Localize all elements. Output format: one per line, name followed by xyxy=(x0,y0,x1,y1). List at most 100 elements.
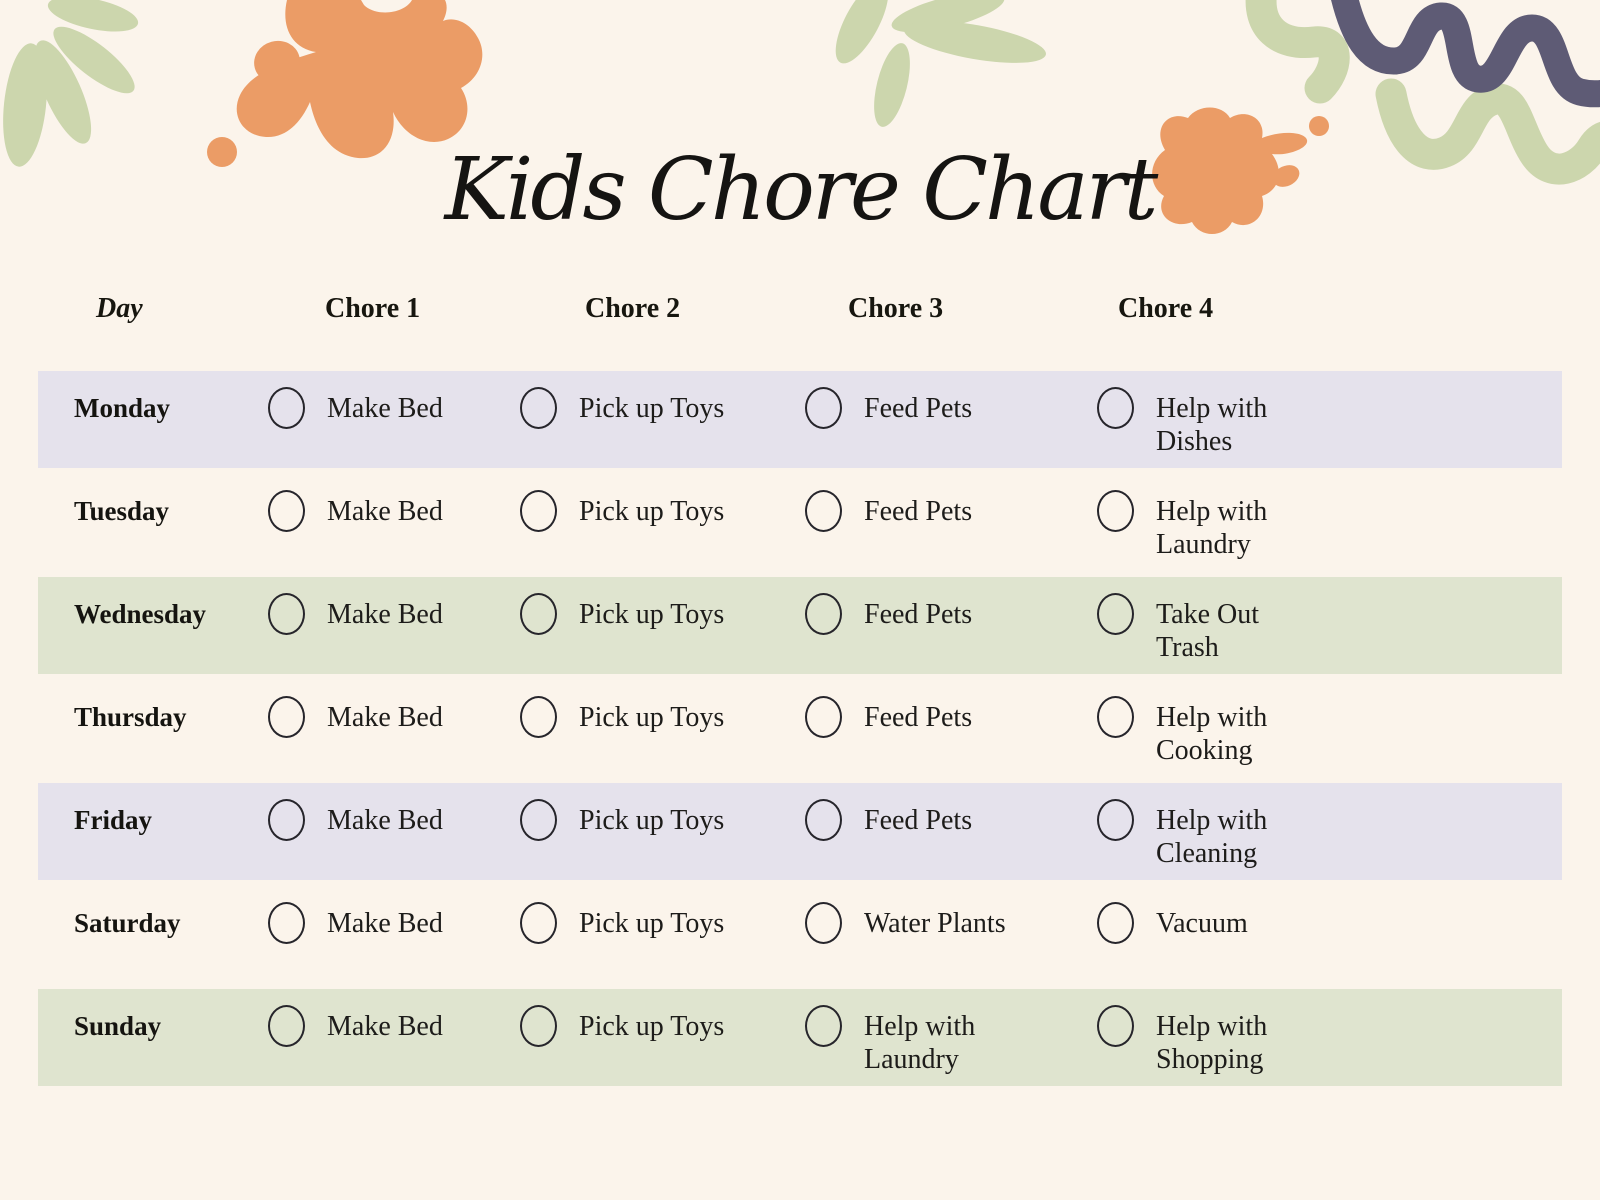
chore-label: Help with Shopping xyxy=(1156,1011,1268,1075)
chore-checkbox[interactable] xyxy=(268,593,305,635)
chore-cell: Make Bed xyxy=(253,989,513,1086)
header-day: Day xyxy=(96,293,143,324)
chore-cell: Help with Laundry xyxy=(793,989,1073,1086)
chore-checkbox[interactable] xyxy=(520,799,557,841)
chore-cell: Feed Pets xyxy=(793,371,1073,468)
chore-label: Help with Dishes xyxy=(1156,393,1268,457)
chore-label: Pick up Toys xyxy=(579,393,725,424)
chore-label: Pick up Toys xyxy=(579,908,725,939)
chore-label: Vacuum xyxy=(1156,908,1248,939)
chore-label: Pick up Toys xyxy=(579,599,725,630)
table-row-friday: Friday Make Bed Pick up Toys Feed Pets Help … xyxy=(38,783,1562,880)
chore-checkbox[interactable] xyxy=(268,490,305,532)
chore-cell: Pick up Toys xyxy=(513,474,793,571)
day-label: Sunday xyxy=(74,1011,162,1041)
day-label: Wednesday xyxy=(74,599,207,629)
chore-checkbox[interactable] xyxy=(520,902,557,944)
chore-checkbox[interactable] xyxy=(268,1005,305,1047)
chore-cell: Make Bed xyxy=(253,371,513,468)
chore-checkbox[interactable] xyxy=(1097,696,1134,738)
chore-checkbox[interactable] xyxy=(520,387,557,429)
chore-cell: Pick up Toys xyxy=(513,680,793,777)
chore-label: Feed Pets xyxy=(864,599,973,630)
chore-cell: Take Out Trash xyxy=(1073,577,1562,674)
chore-label: Make Bed xyxy=(327,496,443,527)
day-label: Thursday xyxy=(74,702,187,732)
chore-cell: Feed Pets xyxy=(793,783,1073,880)
chore-cell: Feed Pets xyxy=(793,680,1073,777)
day-label: Tuesday xyxy=(74,496,170,526)
chore-label: Help with Cleaning xyxy=(1156,805,1268,869)
page-title: Kids Chore Chart xyxy=(444,140,1159,240)
chore-checkbox[interactable] xyxy=(805,1005,842,1047)
chore-label: Water Plants xyxy=(864,908,1006,939)
chore-cell: Vacuum xyxy=(1073,886,1562,983)
chore-cell: Pick up Toys xyxy=(513,577,793,674)
chore-cell: Pick up Toys xyxy=(513,783,793,880)
chore-cell: Pick up Toys xyxy=(513,989,793,1086)
chore-label: Feed Pets xyxy=(864,702,973,733)
chore-checkbox[interactable] xyxy=(268,902,305,944)
chore-label: Make Bed xyxy=(327,702,443,733)
chore-cell: Help with Cleaning xyxy=(1073,783,1562,880)
chore-cell: Make Bed xyxy=(253,783,513,880)
table-header-row: Day Chore 1 Chore 2 Chore 3 Chore 4 xyxy=(38,270,1562,371)
chore-checkbox[interactable] xyxy=(268,387,305,429)
table-row-saturday: Saturday Make Bed Pick up Toys Water Plants… xyxy=(38,886,1562,983)
chore-cell: Pick up Toys xyxy=(513,371,793,468)
header-chore-3: Chore 3 xyxy=(848,293,944,324)
chore-checkbox[interactable] xyxy=(805,593,842,635)
chore-checkbox[interactable] xyxy=(1097,1005,1134,1047)
chore-label: Pick up Toys xyxy=(579,702,725,733)
chore-label: Feed Pets xyxy=(864,393,973,424)
chore-checkbox[interactable] xyxy=(268,799,305,841)
table-row-wednesday: Wednesday Make Bed Pick up Toys Feed Pets Ta… xyxy=(38,577,1562,674)
chore-checkbox[interactable] xyxy=(1097,902,1134,944)
header-chore-2: Chore 2 xyxy=(585,293,681,324)
chore-cell: Help with Cooking xyxy=(1073,680,1562,777)
chore-label: Feed Pets xyxy=(864,805,973,836)
chore-checkbox[interactable] xyxy=(520,696,557,738)
chore-checkbox[interactable] xyxy=(520,593,557,635)
squiggle-purple-icon xyxy=(1331,0,1600,108)
chore-checkbox[interactable] xyxy=(520,1005,557,1047)
chore-label: Pick up Toys xyxy=(579,805,725,836)
chore-cell: Pick up Toys xyxy=(513,886,793,983)
leaf-sprig-icon xyxy=(835,0,1046,127)
table-row-thursday: Thursday Make Bed Pick up Toys Feed Pets Hel… xyxy=(38,680,1562,777)
chore-label: Make Bed xyxy=(327,393,443,424)
table-row-sunday: Sunday Make Bed Pick up Toys Help with Laun… xyxy=(38,989,1562,1086)
chore-label: Help with Cooking xyxy=(1156,702,1268,766)
chore-checkbox[interactable] xyxy=(805,490,842,532)
chore-checkbox[interactable] xyxy=(268,696,305,738)
chore-label: Help with Laundry xyxy=(1156,496,1268,560)
chore-table-body: Monday Make Bed Pick up Toys Feed Pets Help … xyxy=(38,371,1562,1086)
chore-checkbox[interactable] xyxy=(805,696,842,738)
chore-checkbox[interactable] xyxy=(805,902,842,944)
chore-cell: Make Bed xyxy=(253,886,513,983)
chore-label: Pick up Toys xyxy=(579,496,725,527)
chore-checkbox[interactable] xyxy=(805,387,842,429)
chore-label: Pick up Toys xyxy=(579,1011,725,1042)
chore-cell: Help with Laundry xyxy=(1073,474,1562,571)
chore-label: Feed Pets xyxy=(864,496,973,527)
chore-cell: Help with Dishes xyxy=(1073,371,1562,468)
chore-label: Help with Laundry xyxy=(864,1011,976,1075)
chore-label: Make Bed xyxy=(327,805,443,836)
chore-checkbox[interactable] xyxy=(1097,387,1134,429)
day-label: Friday xyxy=(74,805,152,835)
chore-cell: Make Bed xyxy=(253,577,513,674)
table-row-monday: Monday Make Bed Pick up Toys Feed Pets Help … xyxy=(38,371,1562,468)
day-label: Monday xyxy=(74,393,171,423)
chore-checkbox[interactable] xyxy=(1097,490,1134,532)
chore-checkbox[interactable] xyxy=(1097,799,1134,841)
chore-cell: Water Plants xyxy=(793,886,1073,983)
chore-checkbox[interactable] xyxy=(520,490,557,532)
chore-checkbox[interactable] xyxy=(1097,593,1134,635)
chore-label: Make Bed xyxy=(327,1011,443,1042)
chore-cell: Feed Pets xyxy=(793,474,1073,571)
chore-checkbox[interactable] xyxy=(805,799,842,841)
chore-table: Day Chore 1 Chore 2 Chore 3 Chore 4 Monday Ma… xyxy=(38,270,1562,1092)
day-label: Saturday xyxy=(74,908,181,938)
header-chore-4: Chore 4 xyxy=(1118,293,1214,324)
